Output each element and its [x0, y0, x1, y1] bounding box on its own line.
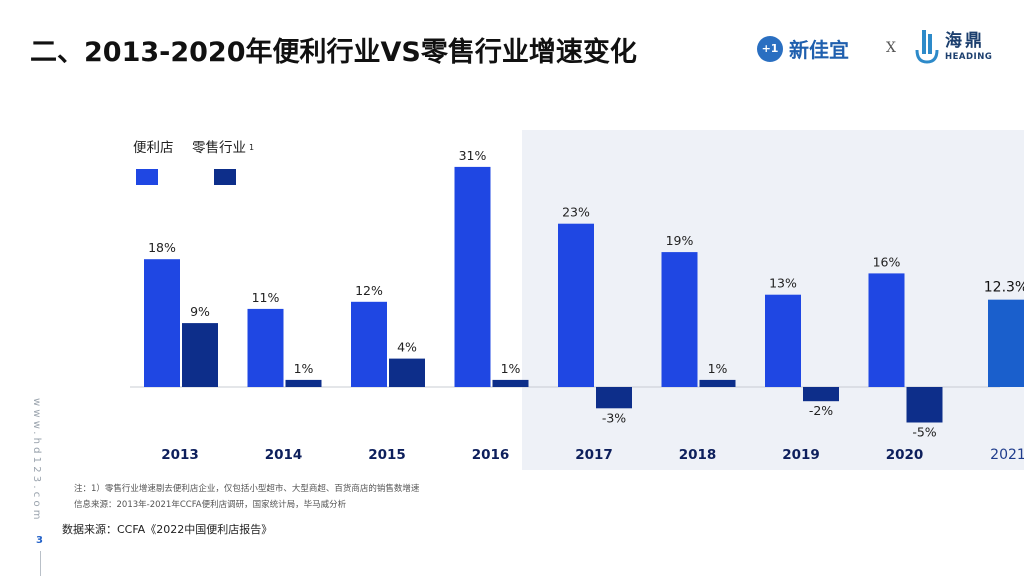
heading-logo: 海鼎 HEADING: [915, 30, 992, 64]
data-source: 数据来源：CCFA《2022中国便利店报告》: [62, 523, 273, 536]
data-label-forecast: 12.3%: [984, 280, 1024, 296]
footnotes: 注：1）零售行业增速剔去便利店企业，仅包括小型超市、大型商超、百货商店的销售数增…: [74, 481, 419, 513]
data-label-retail: 4%: [397, 340, 417, 355]
bar-retail: [182, 323, 218, 387]
heading-brand-en: HEADING: [945, 51, 993, 62]
data-label-retail: -3%: [602, 410, 626, 425]
data-label-retail: 9%: [190, 304, 210, 319]
legend-superscript: 1: [249, 143, 254, 152]
data-label-retail: 1%: [708, 361, 728, 376]
data-label-retail: 1%: [501, 361, 521, 376]
page-title: 二、2013-2020年便利行业VS零售行业增速变化: [30, 37, 637, 68]
bar-convenience: [868, 273, 905, 387]
data-label-convenience: 18%: [148, 240, 176, 255]
bar-retail: [389, 358, 425, 387]
bar-retail: [285, 379, 322, 387]
xinjiayi-badge-icon: +1: [757, 35, 783, 62]
data-label-retail: -2%: [809, 403, 833, 418]
legend-label-convenience: 便利店: [133, 140, 174, 156]
x-tick-label: 2018: [679, 447, 717, 463]
heading-mark-icon: [915, 30, 939, 64]
bar-forecast-2021: [988, 299, 1024, 387]
heading-brand-cn: 海鼎: [945, 30, 985, 51]
data-label-convenience: 16%: [873, 254, 901, 269]
bar-chart: 201318%9%201411%1%201512%4%201631%1%2017…: [130, 130, 1024, 470]
data-label-convenience: 23%: [562, 205, 590, 220]
x-tick-label: 2020: [886, 447, 924, 463]
bar-convenience: [454, 166, 491, 387]
legend-swatch-retail: [214, 169, 236, 185]
bar-convenience: [247, 308, 284, 387]
bar-convenience: [661, 252, 698, 387]
logo-separator: X: [886, 40, 896, 56]
x-tick-label: 2013: [161, 447, 199, 463]
bar-convenience: [351, 301, 387, 387]
page-number: 3: [36, 535, 43, 546]
x-tick-label: 2021: [990, 447, 1024, 463]
legend-label-retail: 零售行业: [192, 140, 246, 156]
bar-convenience: [765, 294, 801, 387]
data-label-convenience: 19%: [666, 233, 694, 248]
x-tick-label: 2016: [472, 447, 510, 463]
xinjiayi-logo: +1 新佳宜: [757, 34, 849, 63]
data-label-convenience: 12%: [355, 283, 383, 298]
footnote-info-source: 信息来源：2013年-2021年CCFA便利店调研，国家统计局，毕马威分析: [74, 500, 347, 510]
bar-retail: [596, 387, 632, 409]
bar-convenience: [144, 259, 180, 387]
data-label-convenience: 11%: [252, 290, 280, 305]
bar-retail: [699, 379, 736, 387]
x-tick-label: 2014: [265, 447, 303, 463]
data-label-convenience: 31%: [459, 148, 487, 163]
data-label-convenience: 13%: [769, 276, 797, 291]
bar-retail: [492, 379, 529, 387]
xinjiayi-brand-name: 新佳宜: [789, 38, 849, 62]
data-label-retail: 1%: [294, 361, 314, 376]
bar-retail: [803, 387, 839, 402]
x-tick-label: 2015: [368, 447, 406, 463]
data-label-retail: -5%: [912, 425, 936, 440]
legend-swatch-convenience: [136, 169, 158, 185]
x-tick-label: 2019: [782, 447, 820, 463]
bar-retail: [906, 387, 943, 423]
x-tick-label: 2017: [575, 447, 613, 463]
footnote-note: 注：1）零售行业增速剔去便利店企业，仅包括小型超市、大型商超、百货商店的销售数增…: [74, 484, 420, 494]
sidebar-divider: [40, 551, 41, 576]
bar-convenience: [558, 223, 594, 387]
